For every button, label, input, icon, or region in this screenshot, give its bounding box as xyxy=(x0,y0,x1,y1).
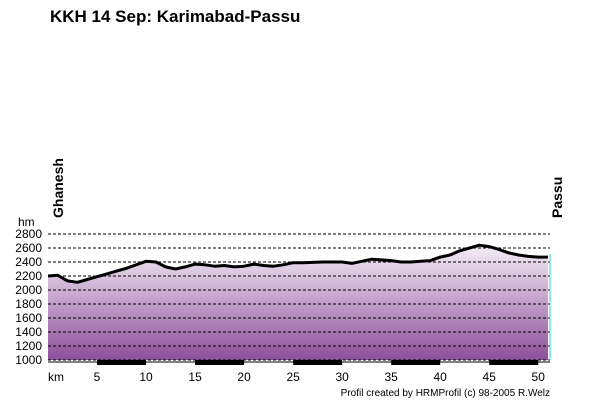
y-tick-label: 1400 xyxy=(15,325,42,339)
elevation-line xyxy=(47,243,548,284)
end-label: Passu xyxy=(549,177,565,218)
x-tick-label: 50 xyxy=(532,370,546,384)
footer: Profil created by HRMProfil (c) 98-2005 … xyxy=(341,388,550,399)
y-axis-label: hm xyxy=(18,215,35,229)
y-tick-label: 1000 xyxy=(15,353,42,367)
y-tick-label: 2600 xyxy=(15,241,42,255)
scale-segment xyxy=(391,360,441,365)
scale-segment xyxy=(195,360,245,365)
scale-segment xyxy=(489,360,539,365)
y-tick-label: 2400 xyxy=(15,255,42,269)
x-axis-label: km xyxy=(48,370,64,384)
chart-title: KKH 14 Sep: Karimabad-Passu xyxy=(50,7,300,26)
x-tick-label: 5 xyxy=(94,370,101,384)
x-tick-label: 20 xyxy=(237,370,251,384)
x-tick-label: 15 xyxy=(188,370,202,384)
y-tick-label: 2200 xyxy=(15,269,42,283)
x-tick-label: 30 xyxy=(335,370,349,384)
x-tick-label: 10 xyxy=(139,370,153,384)
x-tick-label: 40 xyxy=(434,370,448,384)
scale-segment xyxy=(293,360,343,365)
scale-segment xyxy=(97,360,147,365)
x-tick-label: 25 xyxy=(286,370,300,384)
y-tick-label: 1600 xyxy=(15,311,42,325)
start-label: Ghanesh xyxy=(50,158,66,218)
elevation-area xyxy=(48,245,548,360)
y-tick-label: 1200 xyxy=(15,339,42,353)
x-tick-label: 35 xyxy=(384,370,398,384)
x-tick-label: 45 xyxy=(483,370,497,384)
y-tick-label: 1800 xyxy=(15,297,42,311)
y-tick-label: 2000 xyxy=(15,283,42,297)
y-tick-label: 2800 xyxy=(15,227,42,241)
